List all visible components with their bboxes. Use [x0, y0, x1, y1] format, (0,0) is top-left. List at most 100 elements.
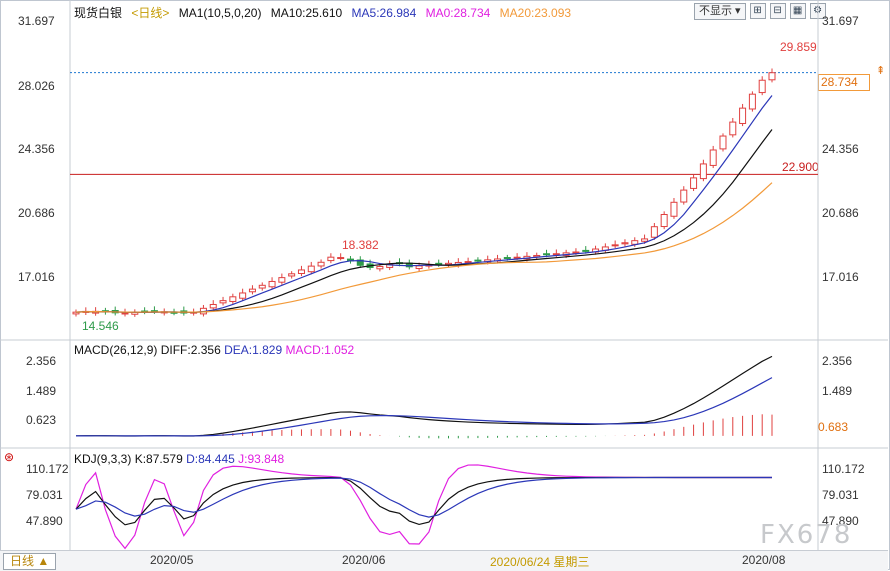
candle-body	[288, 273, 296, 277]
candle-body	[503, 257, 511, 260]
y-tick: 24.356	[18, 142, 55, 156]
kdj-d: D:84.445	[186, 452, 235, 466]
candle-body	[641, 238, 649, 242]
candle-body	[317, 261, 325, 267]
candle-body	[258, 284, 266, 289]
y-tick-right: 17.016	[822, 270, 859, 284]
x-tick: 2020/08	[742, 553, 786, 567]
chart-controls: 不显示 ▾ ⊞ ⊟ ▦ ⚙	[694, 2, 826, 20]
zoom-in-icon[interactable]: ⊞	[749, 3, 766, 19]
candle-body	[239, 292, 247, 299]
macd-header: MACD(26,12,9) DIFF:2.356 DEA:1.829 MACD:…	[74, 343, 354, 357]
kdj-settings-icon[interactable]: ⊛	[4, 450, 15, 464]
low-annotation: 14.546	[82, 319, 119, 333]
kdj-y-tick-right: 110.172	[822, 462, 865, 476]
period-switch-button[interactable]: 日线 ▲	[3, 553, 57, 570]
y-tick-right: 24.356	[822, 142, 859, 156]
hline-annotation: 22.900	[782, 160, 819, 174]
candle-body	[748, 93, 756, 110]
local-high-annotation: 18.382	[342, 238, 379, 252]
x-tick: 2020/06	[342, 553, 386, 567]
kdj-k-line	[75, 476, 773, 526]
candle-body	[699, 163, 707, 180]
candle-body	[464, 261, 472, 264]
macd-value-tag: 0.683	[818, 420, 849, 434]
price-header: 现货白银 <日线> MA1(10,5,0,20) MA10:25.610 MA5…	[74, 4, 577, 20]
macd-title[interactable]: MACD(26,12,9)	[74, 343, 158, 357]
macd-y-tick-right: 1.489	[822, 384, 853, 398]
period-label[interactable]: <日线>	[131, 6, 170, 20]
display-select[interactable]: 不显示 ▾	[694, 2, 746, 20]
candle-body	[337, 257, 345, 260]
kdj-j: J:93.848	[238, 452, 285, 466]
fx678-watermark: FX678	[760, 520, 853, 550]
candle-body	[415, 265, 423, 270]
grid-icon[interactable]: ▦	[789, 3, 806, 19]
candle-body	[356, 259, 364, 266]
candle-body	[474, 259, 482, 262]
candle-body	[248, 288, 256, 293]
macd-y-tick-right: 2.356	[822, 354, 853, 368]
candle-body	[690, 177, 698, 189]
y-tick: 31.697	[18, 14, 55, 28]
candle-body	[572, 251, 580, 254]
y-tick: 17.016	[18, 270, 55, 284]
candle-body	[719, 135, 727, 150]
ma5-value: MA5:26.984	[351, 6, 417, 20]
candle-body	[327, 256, 335, 262]
kdj-header: KDJ(9,3,3) K:87.579 D:84.445 J:93.848	[74, 452, 284, 466]
zoom-out-icon[interactable]: ⊟	[769, 3, 786, 19]
macd-y-tick: 1.489	[26, 384, 57, 398]
candle-body	[621, 242, 629, 245]
candle-body	[552, 253, 560, 256]
candle-body	[268, 280, 276, 288]
kdj-y-tick: 110.172	[26, 462, 69, 476]
candle-body	[631, 240, 639, 245]
kdj-k: K:87.579	[134, 452, 183, 466]
macd-y-tick: 2.356	[26, 354, 57, 368]
ma0-value: MA0:28.734	[425, 6, 491, 20]
candle-body	[680, 189, 688, 203]
ma5-line	[75, 95, 773, 313]
y-tick: 20.686	[18, 206, 55, 220]
candle-body	[650, 226, 658, 238]
candle-body	[307, 265, 315, 273]
candle-body	[278, 277, 286, 283]
kdj-y-tick: 47.890	[26, 514, 63, 528]
candle-body	[376, 265, 384, 270]
candle-body	[219, 300, 227, 304]
candle-body	[543, 253, 551, 256]
candle-body	[660, 214, 668, 228]
kdj-title[interactable]: KDJ(9,3,3)	[74, 452, 132, 466]
ma20-line	[75, 182, 773, 313]
ma-indicator-name[interactable]: MA1(10,5,0,20)	[178, 6, 262, 20]
candle-body	[729, 121, 737, 136]
macd-diff: DIFF:2.356	[160, 343, 221, 357]
kdj-d-line	[75, 476, 773, 518]
high-annotation: 29.859	[780, 40, 817, 54]
candle-body	[670, 201, 678, 217]
candle-body	[709, 149, 717, 166]
candle-body	[435, 262, 443, 265]
candle-body	[758, 79, 766, 94]
candle-body	[209, 303, 217, 309]
macd-dea: DEA:1.829	[224, 343, 283, 357]
y-tick-right: 20.686	[822, 206, 859, 220]
kdj-y-tick: 79.031	[26, 488, 63, 502]
candle-body	[739, 107, 747, 124]
candle-body	[121, 312, 129, 315]
macd-y-tick: 0.623	[26, 413, 57, 427]
y-tick: 28.026	[18, 79, 55, 93]
macd-dea-line	[75, 377, 773, 437]
kdj-y-tick-right: 79.031	[822, 488, 859, 502]
expand-up-icon[interactable]: ⇞	[876, 65, 886, 77]
y-tick-right: 31.697	[822, 14, 859, 28]
x-tick: 2020/05	[150, 553, 194, 567]
bottom-bar: 日线 ▲	[0, 550, 888, 571]
kdj-y-tick-right: 47.890	[822, 514, 859, 528]
macd-value: MACD:1.052	[285, 343, 355, 357]
macd-diff-line	[75, 355, 773, 437]
candle-body	[768, 72, 776, 81]
candle-body	[513, 256, 521, 259]
